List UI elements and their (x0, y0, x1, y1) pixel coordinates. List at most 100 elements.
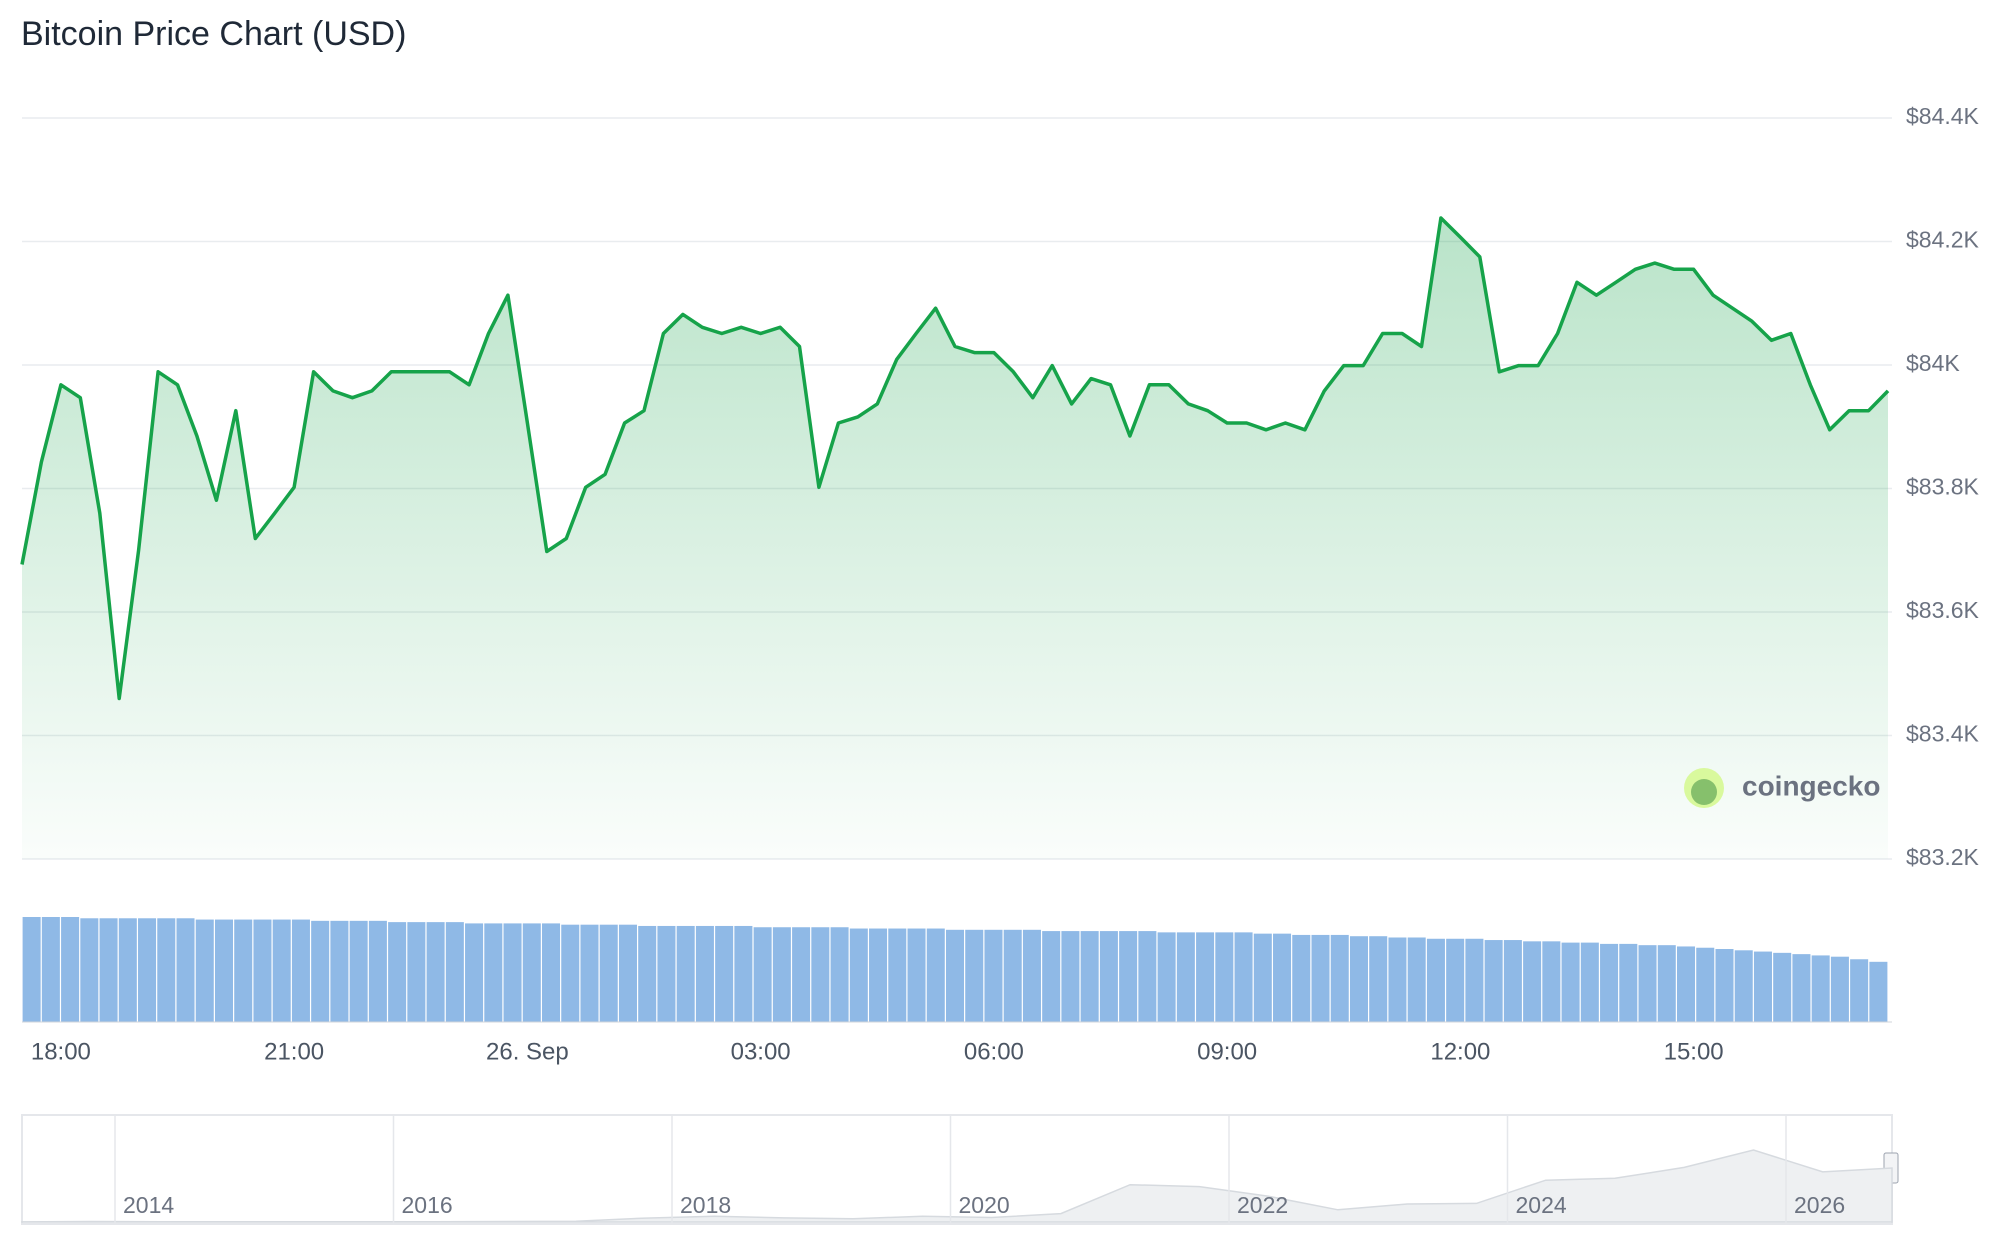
x-tick-label: 26. Sep (486, 1038, 569, 1065)
volume-bar (561, 924, 580, 1022)
y-tick-label: $83.8K (1906, 474, 1980, 500)
navigator-label: 2022 (1237, 1192, 1288, 1218)
volume-bar (772, 927, 791, 1022)
volume-bar (1215, 932, 1234, 1022)
volume-bar (830, 927, 849, 1022)
volume-bar (1869, 961, 1888, 1022)
volume-bar (1811, 955, 1830, 1022)
volume-bar (1657, 945, 1676, 1022)
volume-bar (41, 917, 60, 1022)
volume-bar (1523, 941, 1542, 1022)
volume-bar (542, 923, 561, 1022)
x-tick-label: 21:00 (264, 1038, 324, 1065)
volume-bar (907, 928, 926, 1022)
volume-bar (638, 925, 657, 1022)
volume-bar (1022, 929, 1041, 1022)
watermark-logo-inner (1691, 779, 1717, 805)
volume-bar (214, 919, 234, 1022)
navigator-label: 2014 (123, 1192, 174, 1218)
y-tick-label: $84.2K (1906, 227, 1980, 253)
volume-bar (580, 924, 599, 1022)
volume-bar (253, 919, 272, 1022)
volume-bar (599, 924, 618, 1022)
volume-bar (388, 922, 407, 1022)
volume-bar (1773, 952, 1792, 1022)
volume-bar (330, 920, 349, 1022)
volume-bar (1465, 938, 1484, 1022)
volume-bar (1138, 931, 1157, 1022)
price-line (20, 216, 1890, 701)
volume-bar (1369, 936, 1388, 1022)
volume-bar (426, 922, 445, 1022)
volume-bar (138, 918, 157, 1022)
volume-bar (926, 928, 945, 1022)
volume-bar (1734, 950, 1753, 1022)
volume-bar (1157, 932, 1176, 1022)
volume-bar (984, 929, 1003, 1022)
volume-bar (1388, 937, 1407, 1022)
navigator-label: 2020 (959, 1192, 1010, 1218)
navigator-label: 2024 (1516, 1192, 1567, 1218)
y-tick-label: $84.4K (1906, 103, 1980, 129)
volume-bar (407, 922, 426, 1022)
volume-bar (1003, 929, 1022, 1022)
x-tick-label: 03:00 (731, 1038, 791, 1065)
volume-bar (522, 923, 541, 1022)
y-tick-label: $84K (1906, 350, 1960, 376)
volume-bar (811, 927, 830, 1022)
volume-bar (1446, 938, 1465, 1022)
volume-bar (1311, 934, 1330, 1022)
volume-bar (1580, 942, 1599, 1022)
volume-bar (1830, 956, 1849, 1022)
volume-bar (695, 925, 714, 1022)
volume-bar (1426, 938, 1445, 1022)
volume-bar (1042, 931, 1061, 1022)
y-tick-label: $83.4K (1906, 721, 1980, 747)
volume-bar (676, 925, 695, 1022)
volume-bar (1715, 949, 1734, 1022)
volume-bar (1638, 945, 1657, 1022)
volume-bar (1792, 954, 1811, 1022)
volume-bar (1253, 933, 1272, 1022)
navigator-label: 2026 (1794, 1192, 1845, 1218)
volume-bar (1273, 933, 1292, 1022)
volume-bar (465, 923, 484, 1022)
volume-bar (657, 925, 676, 1022)
volume-bar (1349, 936, 1368, 1022)
volume-bar (792, 927, 811, 1022)
volume-bar (1696, 947, 1715, 1022)
volume-bar (61, 917, 80, 1022)
volume-bar (715, 925, 734, 1022)
volume-bar (1676, 946, 1696, 1022)
x-tick-label: 09:00 (1197, 1038, 1257, 1065)
volume-bar (753, 927, 772, 1022)
volume-bar (1119, 931, 1138, 1022)
x-tick-label: 15:00 (1664, 1038, 1724, 1065)
volume-bar (1484, 940, 1503, 1022)
y-tick-label: $83.6K (1906, 597, 1980, 623)
volume-bar (618, 924, 637, 1022)
volume-bar (1176, 932, 1195, 1022)
volume-bar (503, 923, 522, 1022)
x-tick-label: 18:00 (31, 1038, 91, 1065)
watermark: coingecko (1742, 770, 1880, 801)
volume-bar (291, 919, 310, 1022)
volume-bar (99, 918, 118, 1022)
volume-bar (1542, 941, 1561, 1022)
volume-bar (445, 922, 464, 1022)
volume-bar (1850, 959, 1869, 1022)
navigator-label: 2018 (680, 1192, 731, 1218)
volume-bar (734, 925, 753, 1022)
volume-bar (1292, 934, 1311, 1022)
volume-bar (849, 928, 868, 1022)
x-tick-label: 06:00 (964, 1038, 1024, 1065)
volume-bar (157, 918, 176, 1022)
x-tick-label: 12:00 (1430, 1038, 1490, 1065)
y-tick-label: $83.2K (1906, 844, 1980, 870)
chart-title: Bitcoin Price Chart (USD) (21, 15, 406, 53)
volume-bar (1619, 943, 1638, 1022)
volume-bar (1503, 940, 1522, 1022)
navigator-label: 2016 (402, 1192, 453, 1218)
